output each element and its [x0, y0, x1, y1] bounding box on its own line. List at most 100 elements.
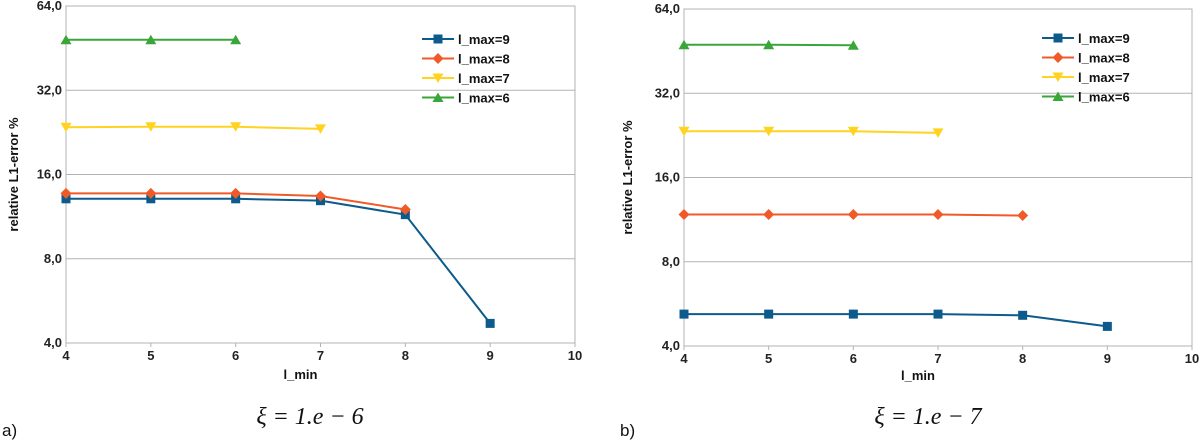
legend-label: l_max=9	[458, 32, 510, 47]
data-point	[764, 309, 774, 319]
x-tick-label: 5	[147, 348, 154, 363]
data-point	[1017, 210, 1029, 222]
legend-marker	[1052, 72, 1064, 82]
series-line	[66, 197, 491, 325]
data-point	[485, 318, 495, 328]
x-tick-label: 7	[317, 348, 324, 363]
x-tick-label: 7	[934, 351, 941, 366]
data-point	[763, 126, 775, 137]
legend-label: l_max=7	[458, 71, 510, 86]
series-l_max=6	[60, 34, 242, 45]
x-tick-label: 10	[568, 348, 582, 363]
series-line	[684, 313, 1108, 328]
chart-caption: ξ = 1.e − 7	[874, 404, 982, 430]
series-l_max=7	[60, 122, 326, 134]
chart-caption: ξ = 1.e − 6	[256, 404, 363, 430]
data-point	[315, 190, 326, 202]
data-point	[60, 187, 72, 199]
y-tick-label: 16,0	[655, 170, 680, 185]
series-l_max=8	[678, 209, 1029, 222]
data-point	[1102, 321, 1112, 331]
legend-label: l_max=6	[458, 91, 510, 106]
legend-entry: l_max=8	[1042, 51, 1130, 66]
x-tick-label: 8	[1019, 351, 1026, 366]
series-l_max=9	[679, 309, 1112, 331]
series-l_max=9	[61, 194, 495, 328]
y-tick-label: 4,0	[662, 338, 680, 353]
data-point	[1018, 310, 1028, 320]
legend-marker	[1052, 52, 1064, 63]
legend-entry: l_max=6	[1042, 90, 1130, 105]
x-tick-label: 9	[487, 348, 494, 363]
series-l_max=8	[60, 187, 411, 215]
legend-label: l_max=8	[1078, 51, 1130, 66]
data-point	[60, 34, 72, 45]
legend-entry: l_max=9	[1042, 31, 1130, 46]
legend-label: l_max=6	[1078, 90, 1130, 105]
x-axis-label: l_min	[284, 367, 318, 382]
data-point	[847, 40, 859, 50]
y-tick-label: 32,0	[655, 85, 680, 100]
y-tick-label: 16,0	[37, 167, 62, 182]
data-point	[145, 187, 157, 199]
data-point	[678, 209, 690, 221]
data-point	[763, 39, 775, 50]
legend-entry: l_max=7	[1042, 70, 1130, 85]
x-tick-label: 9	[1104, 351, 1111, 366]
data-point	[145, 122, 157, 132]
series-l_max=7	[678, 126, 944, 138]
series-line	[684, 130, 939, 134]
legend-marker	[1052, 91, 1064, 101]
data-point	[763, 209, 775, 221]
data-point	[847, 209, 859, 221]
legend-marker	[1053, 33, 1063, 43]
x-tick-label: 8	[402, 348, 409, 363]
legend-label: l_max=8	[458, 52, 510, 67]
data-point	[230, 122, 242, 132]
y-axis-label: relative L1-error %	[6, 117, 21, 232]
data-point	[932, 209, 944, 221]
legend-entry: l_max=6	[422, 91, 510, 106]
data-point	[933, 309, 943, 319]
y-tick-label: 64,0	[655, 1, 680, 16]
x-tick-label: 5	[765, 351, 772, 366]
legend-entry: l_max=7	[422, 71, 510, 86]
data-point	[932, 128, 944, 138]
x-tick-label: 4	[680, 351, 688, 366]
data-point	[848, 309, 858, 319]
series-line	[65, 125, 321, 130]
data-point	[145, 34, 157, 45]
legend-label: l_max=7	[1078, 70, 1130, 85]
legend-marker	[433, 34, 443, 44]
y-tick-label: 8,0	[662, 254, 680, 269]
series-l_max=6	[678, 39, 859, 50]
legend-entry: l_max=9	[422, 32, 510, 47]
legend-marker	[432, 73, 444, 83]
chart-panel-2: 4,0 8,0 16,0 32,0 64,0 4 5 6 7 8 9 10 l_min relative …	[620, 1, 1199, 440]
legend-marker	[432, 53, 444, 64]
y-tick-label: 64,0	[37, 0, 62, 13]
panel-label: a)	[2, 421, 17, 440]
legend-label: l_max=9	[1078, 31, 1130, 46]
data-point	[847, 126, 859, 137]
y-axis-label: relative L1-error %	[620, 120, 635, 235]
data-point	[230, 34, 242, 45]
data-point	[399, 203, 411, 215]
y-tick-label: 32,0	[37, 82, 62, 97]
data-point	[230, 187, 242, 199]
chart-panel-1: 4,0 8,0 16,0 32,0 64,0 4 5 6 7 8 9 10 l_min relative …	[2, 0, 582, 440]
x-tick-label: 6	[850, 351, 857, 366]
legend-marker	[432, 92, 444, 102]
x-tick-label: 6	[232, 348, 239, 363]
data-point	[678, 126, 690, 137]
x-axis-label: l_min	[901, 368, 935, 383]
legend-entry: l_max=8	[422, 52, 510, 67]
panel-label: b)	[620, 421, 635, 440]
data-point	[60, 122, 72, 133]
data-point	[679, 309, 689, 319]
x-tick-label: 10	[1185, 351, 1199, 366]
data-point	[678, 39, 690, 50]
data-point	[315, 124, 326, 134]
x-tick-label: 4	[62, 348, 70, 363]
y-tick-label: 8,0	[44, 251, 62, 266]
